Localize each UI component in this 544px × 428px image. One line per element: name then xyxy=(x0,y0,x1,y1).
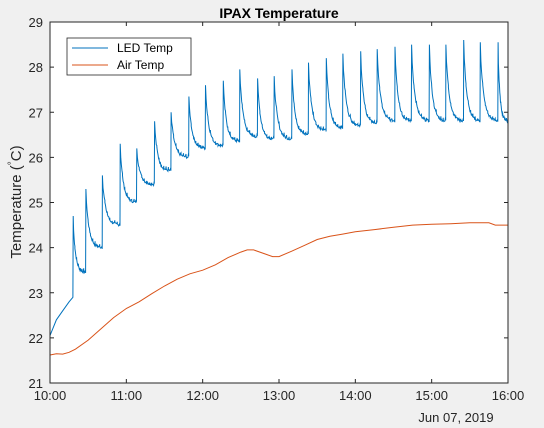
y-tick-label: 24 xyxy=(29,241,43,256)
ticks-layer: 10:00 11:00 12:00 13:00 14:00 15:00 16:00 21 22 2… xyxy=(29,15,525,403)
series-line-air-temp xyxy=(49,222,508,356)
x-tick-label: 13:00 xyxy=(263,388,296,403)
y-tick-label: 22 xyxy=(29,331,43,346)
y-tick-label: 25 xyxy=(29,196,43,211)
y-tick-label: 27 xyxy=(29,105,43,120)
plot-frame xyxy=(49,21,509,384)
legend[interactable]: LED Temp Air Temp xyxy=(66,37,192,76)
y-axis-label-part-1: Temperature ( xyxy=(8,165,25,258)
y-axis-label-part-2: C) xyxy=(8,145,25,161)
y-tick-label: 26 xyxy=(29,150,43,165)
y-tick-label: 29 xyxy=(29,15,43,30)
x-tick-label: 10:00 xyxy=(34,388,67,403)
legend-label-air: Air Temp xyxy=(117,58,164,72)
y-tick-label: 21 xyxy=(29,376,43,391)
x-tick-label: 15:00 xyxy=(415,388,448,403)
x-tick-label: 12:00 xyxy=(186,388,219,403)
y-tick-label: 28 xyxy=(29,60,43,75)
x-tick-label: 14:00 xyxy=(339,388,372,403)
legend-label-led: LED Temp xyxy=(117,41,173,55)
x-axis-date-label: Jun 07, 2019 xyxy=(418,410,493,425)
legend-box xyxy=(66,37,192,76)
y-axis-label: Temperature (°C) xyxy=(7,145,25,258)
x-tick-label: 16:00 xyxy=(492,388,525,403)
x-tick-label: 11:00 xyxy=(111,388,143,403)
plot-area xyxy=(50,22,508,383)
y-axis-label-degree: ° xyxy=(7,161,18,165)
series-layer xyxy=(49,39,509,356)
chart-title: IPAX Temperature xyxy=(219,5,339,21)
y-tick-label: 23 xyxy=(29,286,43,301)
series-line-led-temp xyxy=(49,39,509,336)
